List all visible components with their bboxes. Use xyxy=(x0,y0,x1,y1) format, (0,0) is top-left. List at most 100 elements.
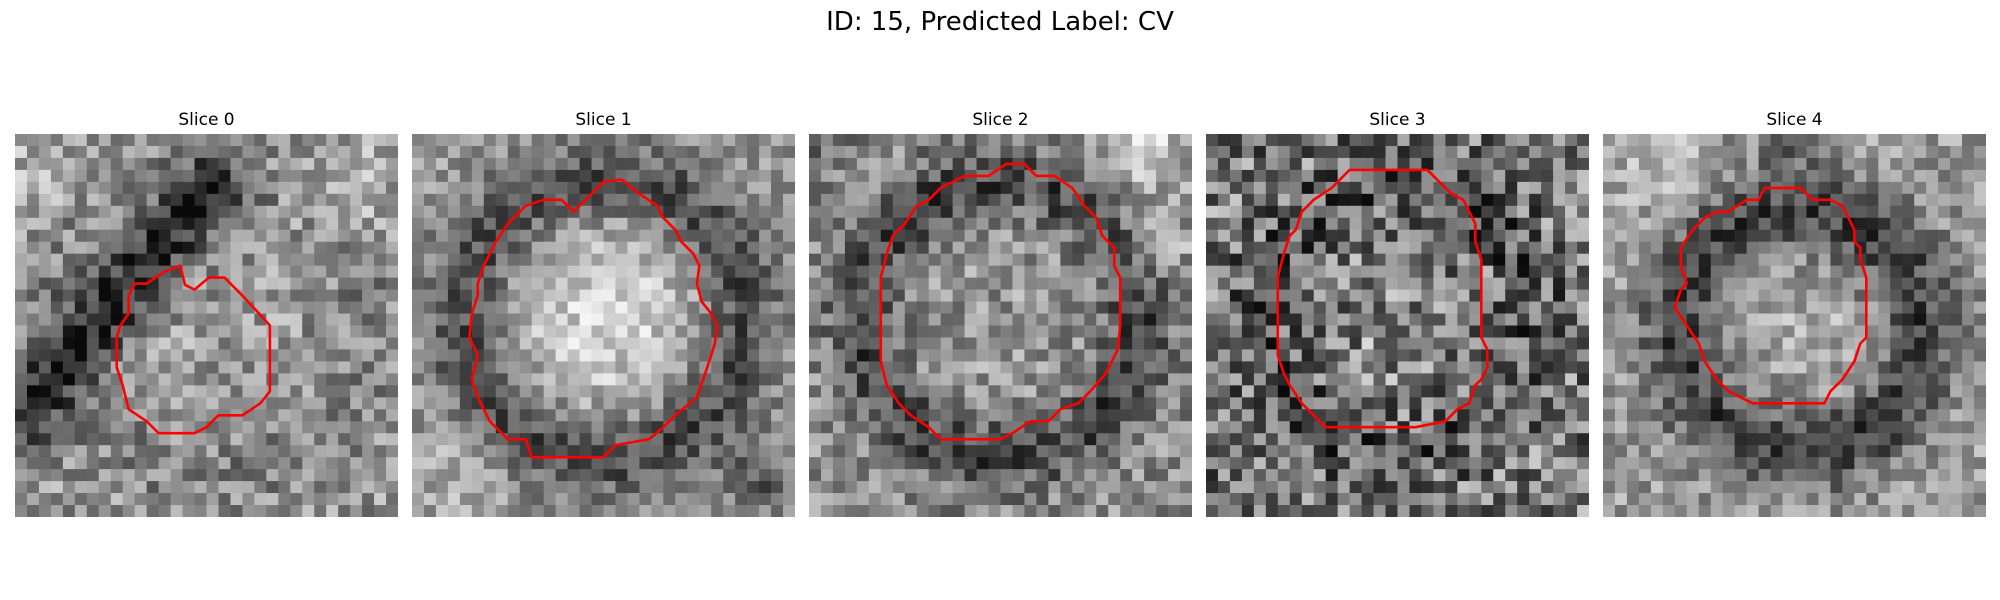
image-pixel xyxy=(412,181,425,195)
image-pixel xyxy=(1373,385,1386,398)
image-pixel xyxy=(1084,421,1097,434)
image-pixel xyxy=(832,277,846,290)
image-pixel xyxy=(1433,469,1446,482)
image-pixel xyxy=(230,493,243,506)
image-pixel xyxy=(1914,253,1927,267)
image-pixel xyxy=(230,337,243,350)
image-pixel xyxy=(1638,409,1652,422)
image-pixel xyxy=(1962,313,1975,326)
image-pixel xyxy=(86,289,100,302)
image-pixel xyxy=(964,349,977,362)
image-pixel xyxy=(868,217,882,231)
image-pixel xyxy=(1818,134,1831,147)
image-pixel xyxy=(759,241,772,255)
image-pixel xyxy=(1012,205,1025,219)
image-pixel xyxy=(1048,277,1061,290)
image-pixel xyxy=(254,373,267,386)
image-pixel xyxy=(134,337,148,350)
image-pixel xyxy=(567,433,580,446)
image-pixel xyxy=(1301,277,1315,290)
image-pixel xyxy=(1301,241,1315,255)
image-pixel xyxy=(62,337,76,350)
image-pixel xyxy=(326,457,339,470)
image-pixel xyxy=(892,493,906,506)
image-pixel xyxy=(976,397,989,410)
image-pixel xyxy=(74,241,88,255)
image-pixel xyxy=(699,385,712,398)
image-pixel xyxy=(1614,325,1628,338)
image-pixel xyxy=(519,181,533,195)
image-pixel xyxy=(1024,229,1037,243)
image-pixel xyxy=(1674,205,1688,219)
image-pixel xyxy=(98,169,112,183)
image-pixel xyxy=(15,349,28,362)
image-pixel xyxy=(1565,134,1578,147)
image-pixel xyxy=(1409,301,1422,314)
image-pixel xyxy=(182,313,195,326)
image-pixel xyxy=(916,361,930,374)
image-pixel xyxy=(904,277,918,290)
image-pixel xyxy=(86,145,100,159)
image-pixel xyxy=(747,241,760,255)
image-pixel xyxy=(1373,325,1386,338)
image-pixel xyxy=(1120,289,1133,302)
image-pixel xyxy=(1926,217,1939,231)
image-pixel xyxy=(26,134,40,147)
image-pixel xyxy=(639,145,652,159)
image-pixel xyxy=(98,134,112,147)
image-pixel xyxy=(771,361,784,374)
image-pixel xyxy=(820,205,834,219)
image-pixel xyxy=(1782,169,1795,183)
image-pixel xyxy=(747,301,760,314)
image-pixel xyxy=(242,134,255,147)
image-pixel xyxy=(1048,313,1061,326)
image-pixel xyxy=(1517,217,1530,231)
image-pixel xyxy=(1445,301,1458,314)
image-pixel xyxy=(543,277,557,290)
image-pixel xyxy=(627,193,640,207)
image-pixel xyxy=(1445,217,1458,231)
image-pixel xyxy=(1698,193,1712,207)
image-pixel xyxy=(1108,373,1121,386)
image-pixel xyxy=(194,373,207,386)
image-pixel xyxy=(820,134,834,147)
image-pixel xyxy=(1698,433,1712,446)
image-pixel xyxy=(1481,169,1494,183)
image-pixel xyxy=(1289,265,1303,279)
image-pixel xyxy=(543,505,557,517)
image-pixel xyxy=(1866,385,1879,398)
image-pixel xyxy=(350,134,363,147)
image-pixel xyxy=(519,265,533,279)
image-pixel xyxy=(134,361,148,374)
image-pixel xyxy=(1229,469,1243,482)
image-pixel xyxy=(1289,337,1303,350)
image-pixel xyxy=(507,325,521,338)
image-pixel xyxy=(651,169,664,183)
image-pixel xyxy=(723,277,736,290)
image-pixel xyxy=(627,289,640,302)
image-pixel xyxy=(603,313,616,326)
image-pixel xyxy=(1710,433,1724,446)
image-pixel xyxy=(1650,289,1664,302)
image-pixel xyxy=(38,301,52,314)
image-pixel xyxy=(423,493,437,506)
image-pixel xyxy=(832,421,846,434)
image-pixel xyxy=(74,289,88,302)
image-pixel xyxy=(1902,205,1915,219)
image-pixel xyxy=(1349,469,1362,482)
image-pixel xyxy=(302,325,315,338)
image-pixel xyxy=(134,385,148,398)
image-pixel xyxy=(1277,289,1291,302)
image-pixel xyxy=(1385,241,1398,255)
image-pixel xyxy=(1626,289,1640,302)
image-pixel xyxy=(1024,397,1037,410)
image-pixel xyxy=(1806,277,1819,290)
image-pixel xyxy=(759,205,772,219)
image-pixel xyxy=(218,265,231,279)
image-pixel xyxy=(892,421,906,434)
image-pixel xyxy=(1277,134,1291,147)
image-pixel xyxy=(15,169,28,183)
image-pixel xyxy=(1108,145,1121,159)
image-pixel xyxy=(615,145,628,159)
image-pixel xyxy=(1638,301,1652,314)
